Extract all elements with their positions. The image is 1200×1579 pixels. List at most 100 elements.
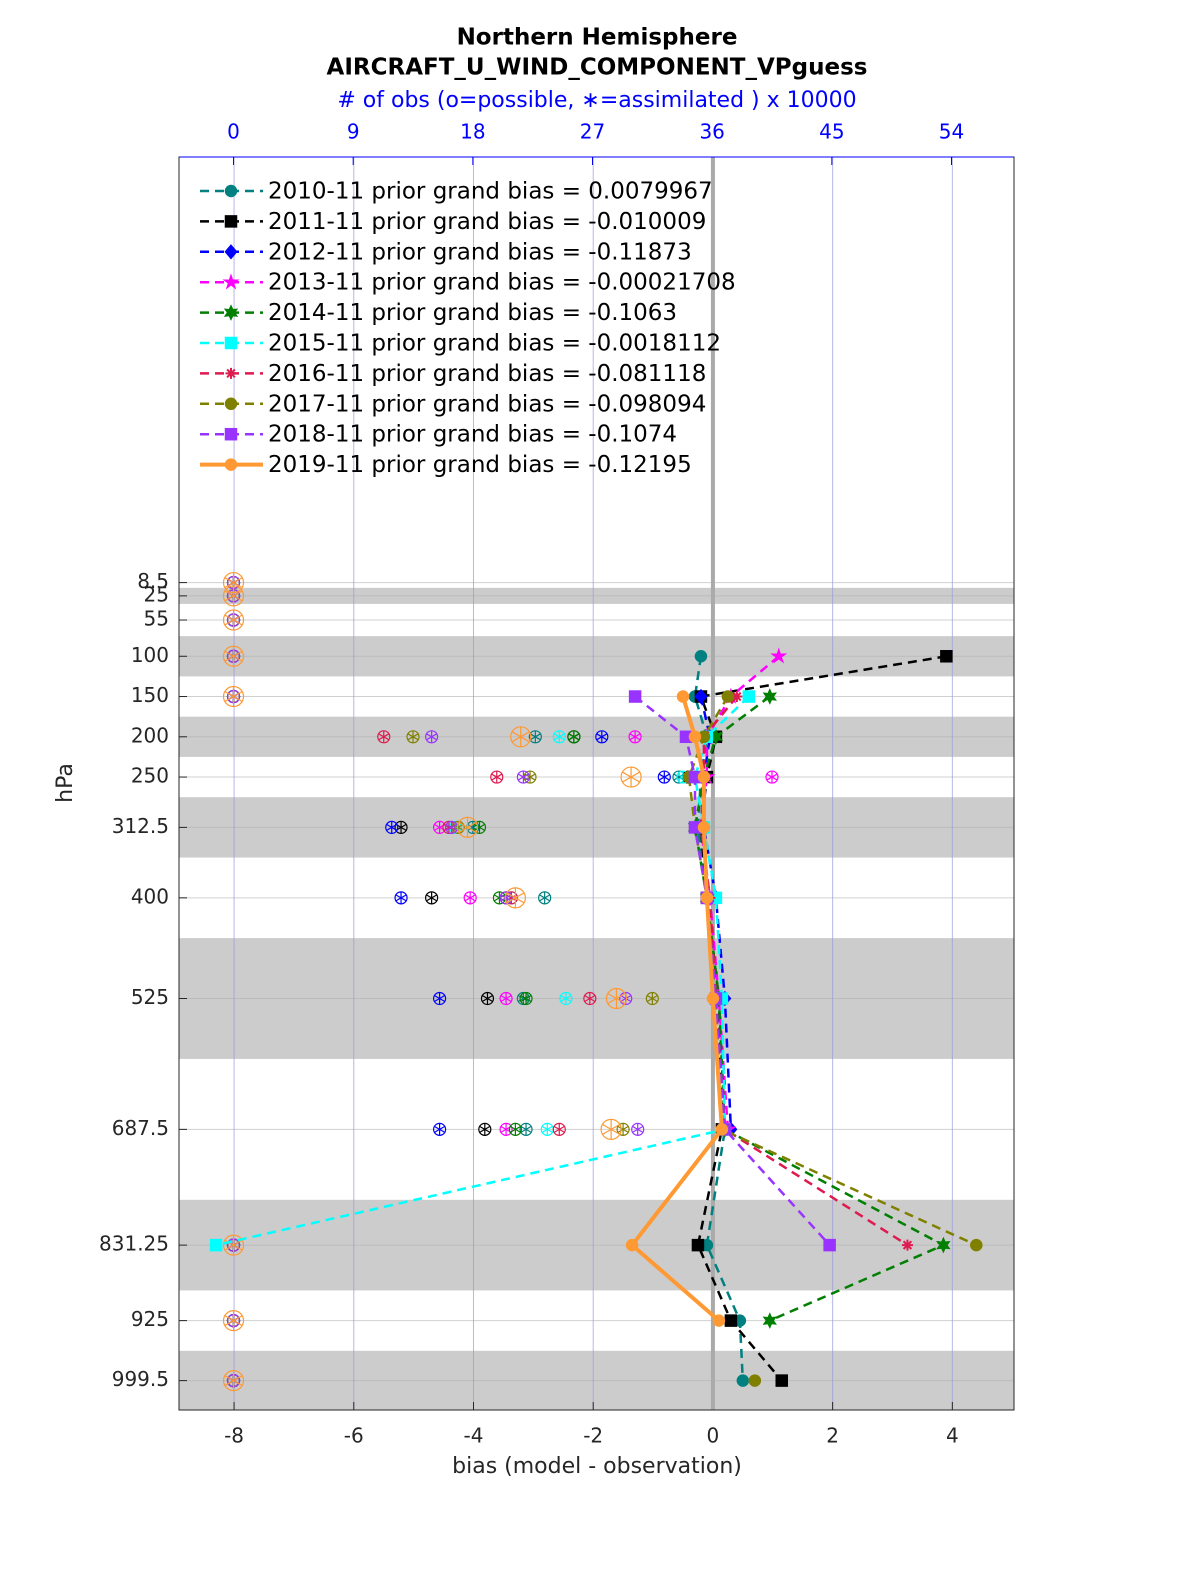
obs-assimilated bbox=[553, 1123, 565, 1136]
y-tick-label: 100 bbox=[131, 643, 169, 667]
obs-assimilated bbox=[500, 992, 512, 1005]
marker bbox=[762, 688, 777, 705]
y-tick-label: 55 bbox=[144, 607, 169, 631]
obs-assimilated bbox=[520, 1123, 532, 1136]
marker bbox=[762, 1312, 777, 1329]
marker bbox=[736, 1374, 750, 1387]
x-tick-label: -8 bbox=[224, 1424, 244, 1448]
obs-assimilated bbox=[622, 767, 641, 788]
obs-assimilated bbox=[426, 891, 438, 904]
y-tick-label: 925 bbox=[131, 1307, 169, 1331]
obs-assimilated bbox=[629, 730, 641, 743]
marker bbox=[706, 992, 720, 1005]
legend-label: 2011-11 prior grand bias = -0.010009 bbox=[268, 209, 706, 235]
obs-assimilated bbox=[224, 686, 243, 707]
obs-assimilated bbox=[646, 992, 658, 1005]
obs-assimilated bbox=[584, 992, 596, 1005]
x-tick-label: -4 bbox=[464, 1424, 484, 1448]
y-tick-label: 687.5 bbox=[112, 1116, 169, 1140]
obs-assimilated bbox=[458, 817, 477, 838]
marker bbox=[625, 1238, 639, 1252]
marker bbox=[936, 1236, 951, 1254]
y-tick-label: 525 bbox=[131, 985, 169, 1009]
marker bbox=[694, 650, 708, 663]
x-tick-label: 0 bbox=[707, 1424, 720, 1448]
obs-assimilated bbox=[541, 1123, 553, 1136]
profile-line bbox=[634, 695, 831, 1246]
obs-assimilated bbox=[224, 646, 243, 667]
obs-assimilated bbox=[596, 730, 608, 743]
top-tick-label: 0 bbox=[227, 120, 240, 144]
profile-line bbox=[215, 695, 750, 1247]
chart-subtitle: AIRCRAFT_U_WIND_COMPONENT_VPguess bbox=[327, 55, 868, 81]
obs-assimilated bbox=[395, 891, 407, 904]
legend-label: 2013-11 prior grand bias = -0.00021708 bbox=[268, 270, 736, 296]
y-tick-label: 831.25 bbox=[99, 1232, 169, 1256]
obs-assimilated bbox=[560, 992, 572, 1005]
marker bbox=[775, 1374, 789, 1387]
marker bbox=[223, 304, 239, 321]
obs-assimilated bbox=[426, 730, 438, 743]
marker bbox=[224, 244, 238, 260]
y-tick-label: 150 bbox=[131, 683, 169, 707]
obs-assimilated bbox=[602, 1119, 621, 1140]
x-tick-label: -6 bbox=[344, 1424, 364, 1448]
marker bbox=[731, 691, 743, 703]
marker bbox=[688, 730, 702, 744]
obs-assimilated bbox=[529, 730, 541, 743]
marker bbox=[225, 367, 237, 379]
marker bbox=[700, 891, 714, 905]
obs-assimilated bbox=[491, 771, 503, 784]
marker bbox=[721, 690, 735, 703]
marker bbox=[224, 427, 238, 441]
legend-label: 2015-11 prior grand bias = -0.0018112 bbox=[268, 331, 721, 357]
legend-label: 2018-11 prior grand bias = -0.1074 bbox=[268, 422, 677, 448]
obs-assimilated bbox=[464, 891, 476, 904]
marker bbox=[209, 1238, 223, 1252]
y-tick-label: 400 bbox=[131, 884, 169, 908]
marker bbox=[970, 1238, 983, 1252]
marker bbox=[224, 184, 238, 198]
y-tick-label: 250 bbox=[131, 764, 169, 788]
legend-label: 2016-11 prior grand bias = -0.081118 bbox=[268, 361, 706, 387]
obs-assimilated bbox=[568, 730, 580, 743]
marker bbox=[940, 650, 953, 663]
marker bbox=[823, 1238, 836, 1252]
obs-assimilated bbox=[520, 992, 532, 1005]
y-tick-label: 25 bbox=[144, 582, 169, 606]
x-axis-label: bias (model - observation) bbox=[452, 1454, 742, 1479]
obs-assimilated bbox=[766, 771, 778, 784]
obs-assimilated bbox=[434, 992, 446, 1005]
marker bbox=[724, 1314, 738, 1327]
obs-assimilated bbox=[481, 992, 493, 1005]
obs-assimilated bbox=[509, 1123, 521, 1136]
obs-assimilated bbox=[446, 821, 458, 834]
obs-assimilated bbox=[407, 730, 419, 743]
y-tick-label: 8.5 bbox=[137, 569, 169, 593]
obs-assimilated bbox=[434, 1123, 446, 1136]
marker bbox=[628, 690, 642, 703]
obs-assimilated bbox=[473, 821, 485, 834]
obs-assimilated bbox=[224, 1370, 243, 1391]
y-tick-label: 200 bbox=[131, 723, 169, 747]
marker bbox=[712, 1314, 726, 1327]
marker bbox=[697, 770, 711, 784]
legend-label: 2014-11 prior grand bias = -0.1063 bbox=[268, 300, 677, 326]
obs-assimilated bbox=[517, 771, 529, 784]
x-tick-label: -2 bbox=[583, 1424, 603, 1448]
top-tick-label: 9 bbox=[347, 120, 360, 144]
marker bbox=[715, 1123, 729, 1136]
marker bbox=[691, 1238, 705, 1252]
obs-assimilated bbox=[378, 730, 390, 743]
top-tick-label: 54 bbox=[939, 120, 964, 144]
obs-assimilated bbox=[658, 771, 670, 784]
top-tick-label: 27 bbox=[580, 120, 605, 144]
marker bbox=[676, 690, 690, 703]
legend-label: 2017-11 prior grand bias = -0.098094 bbox=[268, 391, 706, 417]
marker bbox=[224, 397, 238, 411]
marker bbox=[224, 458, 238, 471]
x-tick-label: 4 bbox=[946, 1424, 959, 1448]
top-tick-label: 18 bbox=[460, 120, 485, 144]
